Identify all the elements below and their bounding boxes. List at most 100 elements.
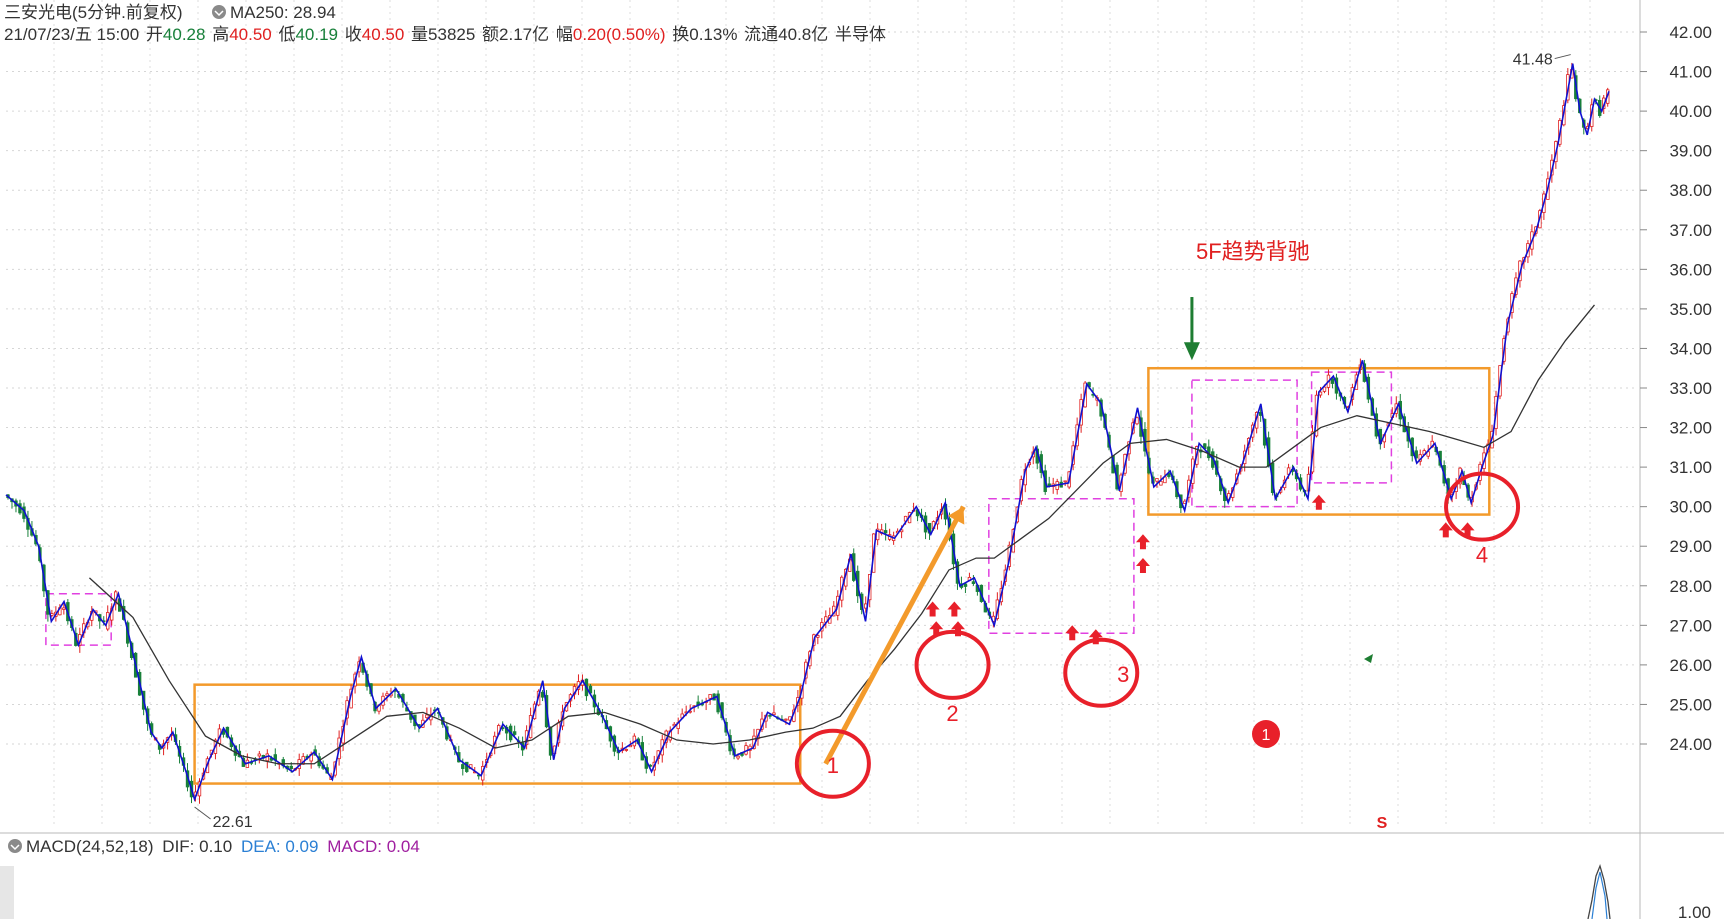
candle-body [1330,378,1335,384]
candle-body [1047,483,1051,487]
price-tick-label: 24.00 [1669,735,1712,754]
candle-body [971,581,976,585]
price-tick-label: 27.00 [1669,616,1712,635]
candle-body [1159,480,1163,486]
float-cap-value: 流通40.8亿 [744,25,828,44]
low-label: 低 [278,25,295,44]
buy-arrow [929,621,944,637]
quote-line: 21/07/23/五 15:00 开40.28 高40.50 低40.19 收4… [4,25,886,44]
quote-date: 21/07/23/五 15:00 [4,25,139,44]
candle-body [289,765,293,770]
price-tick-label: 38.00 [1669,181,1712,200]
macd-tick: 1.00 [1678,903,1711,919]
candle-body [512,731,517,735]
stroke-line [5,63,1610,802]
candle-body [784,718,788,721]
extreme-price-label: 41.48 [1513,52,1553,69]
signal-circle [794,728,871,799]
price-tick-label: 25.00 [1669,695,1712,714]
extreme-price-pointer [1554,54,1571,60]
signal-arrow-head [1183,342,1200,361]
close-label: 收 [345,25,362,44]
candle-body [385,693,389,696]
price-tick-label: 41.00 [1669,63,1712,82]
candle-body [425,714,429,719]
candle-body [768,714,772,717]
divergence-annotation: 5F趋势背驰 [1196,239,1310,264]
price-tick-label: 37.00 [1669,221,1712,240]
change-value: 0.20(0.50%) [573,25,666,44]
signal-circle [1063,637,1140,708]
ma250-line [88,304,1595,765]
candle-body [257,753,262,757]
signal-circle [1444,471,1521,542]
stock-name: 三安光电(5分钟.前复权) [4,3,183,22]
price-tick-label: 31.00 [1669,458,1712,477]
price-axis: 24.00 25.00 26.00 27.00 28.00 29.00 30.00 31.00… [1640,23,1712,754]
ma250-legend: MA250: 28.94 [230,3,336,22]
price-tick-label: 33.00 [1669,379,1712,398]
sub-pivot-box [1191,379,1298,508]
signal-circle-label: 1 [827,753,839,778]
low-value: 40.19 [295,25,338,44]
candle-body [1063,480,1067,483]
price-tick-label: 42.00 [1669,23,1712,42]
amount-value: 额2.17亿 [482,25,549,44]
price-tick-label: 29.00 [1669,537,1712,556]
candle-body [624,749,629,751]
change-label: 幅 [556,25,573,44]
extreme-price-pointer [194,806,211,820]
signal-circle-label: 2 [946,701,958,726]
signal-circle-label: 3 [1117,662,1129,687]
macd-scroll[interactable] [0,866,14,919]
candle-body [62,607,66,610]
candle-body [540,691,545,698]
candle-body [772,712,776,715]
candle-body [883,530,888,534]
candle-body [708,694,712,699]
candle-body [963,583,968,587]
macd-spike [1587,863,1611,920]
small-green-marker [1364,654,1373,663]
signal-circle-label: 4 [1476,543,1488,568]
sub-pivot-box [1310,371,1393,484]
sector-value: 半导体 [835,25,886,44]
open-value: 40.28 [163,25,206,44]
price-tick-label: 40.00 [1669,102,1712,121]
candle-body [736,755,740,759]
price-tick-label: 39.00 [1669,142,1712,161]
price-tick-label: 35.00 [1669,300,1712,319]
info-marker-label: 1 [1262,727,1271,744]
buy-arrow [1311,494,1326,510]
turnover-value: 换0.13% [672,25,737,44]
signal-circle [914,629,991,700]
volume-value: 量53825 [411,25,475,44]
info-marker[interactable]: 1 [1252,720,1280,748]
candle-body [816,635,820,638]
price-tick-label: 28.00 [1669,577,1712,596]
trend-arrow-head [947,506,965,525]
sell-signal-mark: S [1377,815,1388,832]
buy-arrow [1135,534,1150,550]
macd-dea: DEA: 0.09 [241,837,319,856]
buy-arrow [1438,522,1453,538]
high-label: 高 [212,25,229,44]
macd-title: MACD(24,52,18) [26,837,154,856]
macd-legend: MACD(24,52,18) DIF: 0.10 DEA: 0.09 MACD:… [8,837,420,856]
buy-arrow [1135,558,1150,573]
pivot-box [193,683,802,785]
buy-arrow [951,621,965,637]
price-tick-label: 30.00 [1669,498,1712,517]
price-tick-label: 26.00 [1669,656,1712,675]
buy-arrow [947,601,962,617]
settings-icon[interactable] [212,5,226,19]
trend-arrow [823,505,966,765]
macd-spike-2 [1591,871,1608,920]
candle-body [1322,386,1327,392]
buy-arrow [1088,629,1103,645]
buy-arrow [1065,625,1080,641]
sub-pivot-box [988,498,1135,634]
extreme-price-label: 22.61 [213,814,253,831]
price-tick-label: 36.00 [1669,260,1712,279]
